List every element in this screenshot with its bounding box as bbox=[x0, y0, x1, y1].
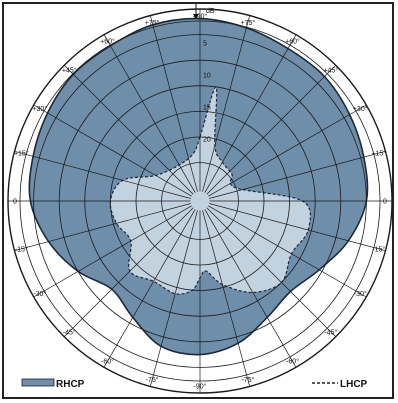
legend-label-rhcp: RHCP bbox=[56, 379, 85, 390]
grid-spoke bbox=[14, 150, 191, 199]
grid-spoke bbox=[63, 207, 194, 338]
angle-label-right: 0 bbox=[383, 199, 387, 206]
pattern-layer bbox=[28, 17, 369, 356]
angle-label-left: +15° bbox=[14, 150, 29, 158]
grid-spoke bbox=[33, 104, 192, 197]
grid-spoke bbox=[14, 203, 191, 252]
angle-label-right: -75° bbox=[241, 376, 254, 384]
grid-spoke bbox=[63, 64, 194, 195]
grid-spoke bbox=[202, 15, 251, 192]
angle-label-left: -30° bbox=[33, 290, 46, 298]
angle-label-left: +75° bbox=[145, 19, 160, 27]
grid-spoke bbox=[202, 210, 251, 387]
angle-label-left: -90° bbox=[194, 383, 207, 391]
grid-spoke bbox=[209, 203, 386, 252]
radial-tick-label: 10 bbox=[203, 73, 211, 80]
radial-unit-label: dB bbox=[206, 8, 215, 15]
grid-spoke bbox=[204, 209, 297, 368]
legend-label-lhcp: LHCP bbox=[340, 379, 368, 390]
radial-tick-label: 20 bbox=[203, 137, 211, 144]
grid-spoke bbox=[33, 205, 192, 298]
grid-spoke bbox=[206, 207, 337, 338]
grid-spoke bbox=[149, 15, 198, 192]
angle-label-right: -15° bbox=[372, 245, 385, 253]
angle-label-right: +60° bbox=[285, 37, 300, 45]
angle-label-left: 0 bbox=[13, 199, 17, 206]
legend: RHCP LHCP bbox=[21, 378, 368, 390]
angle-label-left: -15° bbox=[15, 245, 28, 253]
grid-spoke bbox=[208, 104, 367, 197]
grid-spoke bbox=[209, 150, 386, 199]
angle-label-right: +75° bbox=[241, 19, 256, 27]
arrow-icon bbox=[193, 4, 199, 19]
angle-label-right: +45° bbox=[323, 67, 338, 75]
grid-spoke bbox=[206, 64, 337, 195]
grid-spoke bbox=[103, 34, 196, 193]
radial-tick-label: 5 bbox=[203, 41, 207, 48]
angle-label-left: +45° bbox=[62, 67, 77, 75]
legend-swatch-rhcp bbox=[21, 378, 55, 387]
grid-spoke bbox=[204, 34, 297, 193]
angle-label-right: +90° bbox=[193, 13, 208, 21]
radial-tick-label: 15 bbox=[203, 105, 211, 112]
grid-spoke bbox=[149, 210, 198, 387]
polar-grid bbox=[7, 8, 393, 394]
grid-spoke bbox=[208, 205, 367, 298]
angle-label-right: +30° bbox=[353, 105, 368, 113]
angle-label-right: -60° bbox=[286, 358, 299, 366]
angle-label-left: -75° bbox=[146, 376, 159, 384]
angle-label-left: +60° bbox=[100, 37, 115, 45]
angle-label-left: -60° bbox=[101, 358, 114, 366]
angle-label-right: -30° bbox=[354, 290, 367, 298]
angle-label-right: -45° bbox=[324, 328, 337, 336]
angle-label-left: +30° bbox=[32, 105, 47, 113]
angle-label-left: -45° bbox=[63, 328, 76, 336]
angle-label-right: +15° bbox=[371, 150, 386, 158]
grid-spoke bbox=[103, 209, 196, 368]
tick-labels: 5 10 15 20 dB -90° -75° -60° -45° -30° -15° 0 +15° +3… bbox=[13, 8, 387, 391]
